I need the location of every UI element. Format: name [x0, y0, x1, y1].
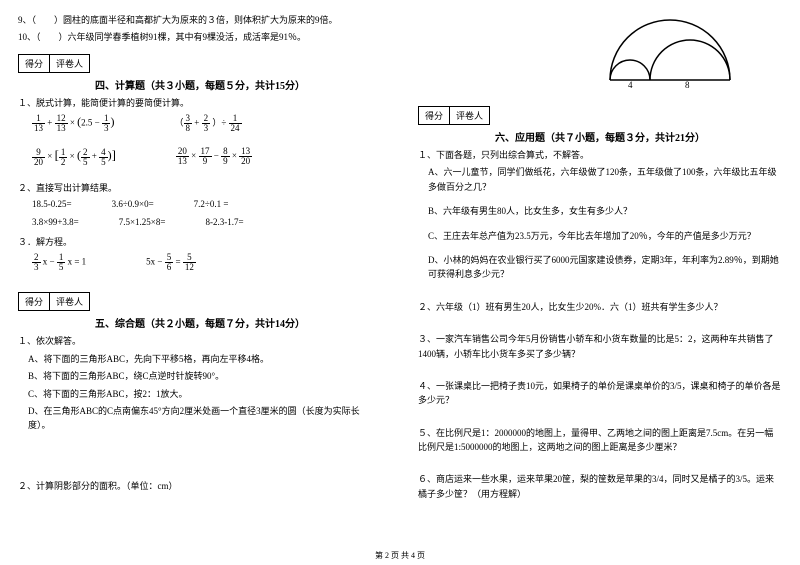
calc-item: 3.8×99+3.8=	[32, 217, 79, 227]
s5-q1: １、依次解答。	[18, 334, 382, 348]
equation: 23 x − 15 x = 1	[32, 253, 86, 272]
right-column: 4 8 得分 评卷人 六、应用题（共７小题，每题３分，共计21分） １、下面各题…	[400, 0, 800, 565]
reviewer-label: 评卷人	[450, 107, 489, 124]
s5-q1-a: A、将下面的三角形ABC，先向下平移5格，再向左平移4格。	[18, 352, 382, 366]
s6-q1-b: B、六年级有男生80人，比女生多，女生有多少人？	[418, 204, 782, 218]
equation: 5x − 56 = 512	[146, 253, 196, 272]
score-box: 得分 评卷人	[18, 292, 90, 311]
s6-q2: ２、六年级（1）班有男生20人，比女生少20%．六（1）班共有学生多少人？	[418, 300, 782, 314]
s5-q1-b: B、将下面的三角形ABC，绕C点逆时针旋转90°。	[18, 369, 382, 383]
score-box: 得分 评卷人	[418, 106, 490, 125]
section-5-title: 五、综合题（共２小题，每题７分，共计14分）	[18, 315, 382, 330]
calc-row-2: 3.8×99+3.8= 7.5×1.25×8= 8-2.3-1.7=	[32, 217, 382, 227]
s4-q1: １、脱式计算，能简便计算的要简便计算。	[18, 96, 382, 110]
section-6-title: 六、应用题（共７小题，每题３分，共计21分）	[418, 129, 782, 144]
reviewer-label: 评卷人	[50, 293, 89, 310]
arc-label-4: 4	[628, 80, 633, 90]
page-footer: 第 2 页 共 4 页	[0, 550, 800, 561]
s6-q1-a: A、六一儿童节，同学们做纸花，六年级做了120条，五年级做了100条，六年级比五…	[418, 165, 782, 194]
s6-q3: ３、一家汽车销售公司今年5月份销售小轿车和小货车数量的比是5：2，这两种车共销售…	[418, 332, 782, 361]
calc-item: 7.5×1.25×8=	[119, 217, 166, 227]
arc-diagram: 4 8	[600, 10, 740, 90]
score-box: 得分 评卷人	[18, 54, 90, 73]
s6-q1-c: C、王庄去年总产值为23.5万元，今年比去年增加了20％，今年的产值是多少万元？	[418, 229, 782, 243]
arc-label-8: 8	[685, 80, 690, 90]
reviewer-label: 评卷人	[50, 55, 89, 72]
s4-q2: ２、直接写出计算结果。	[18, 181, 382, 195]
s6-q1: １、下面各题，只列出综合算式，不解答。	[418, 148, 782, 162]
equation: 113 + 1213 × (2.5 − 13)	[32, 114, 114, 133]
s6-q1-d: D、小林的妈妈在农业银行买了6000元国家建设债券，定期3年，年利率为2.89％…	[418, 253, 782, 282]
score-label: 得分	[19, 55, 50, 72]
section-4-title: 四、计算题（共３小题，每题５分，共计15分）	[18, 77, 382, 92]
equation-row-3: 23 x − 15 x = 1 5x − 56 = 512	[32, 253, 382, 272]
equation-row-2: 920 × [12 × (25 + 45)] 2013 × 179 − 89 ×…	[32, 147, 382, 166]
calc-row-1: 18.5-0.25= 3.6÷0.9×0= 7.2÷0.1 =	[32, 199, 382, 209]
s6-q4: ４、一张课桌比一把椅子贵10元，如果椅子的单价是课桌单价的3/5，课桌和椅子的单…	[418, 379, 782, 408]
equation: （38 + 23 ）÷ 124	[174, 114, 241, 133]
s6-q5: ５、在比例尺是1：2000000的地图上，量得甲、乙两地之间的图上距离是7.5c…	[418, 426, 782, 455]
s5-q1-d: D、在三角形ABC的C点南偏东45°方向2厘米处画一个直径3厘米的圆（长度为实际…	[18, 404, 382, 433]
question-9: 9、（ ）圆柱的底面半径和高都扩大为原来的３倍，则体积扩大为原来的9倍。	[18, 13, 382, 27]
calc-item: 18.5-0.25=	[32, 199, 72, 209]
calc-item: 7.2÷0.1 =	[194, 199, 229, 209]
s5-q2: ２、计算阴影部分的面积。（单位：cm）	[18, 479, 382, 493]
calc-item: 8-2.3-1.7=	[205, 217, 243, 227]
equation-row-1: 113 + 1213 × (2.5 − 13) （38 + 23 ）÷ 124	[32, 114, 382, 133]
score-label: 得分	[419, 107, 450, 124]
s4-q3: ３．解方程。	[18, 235, 382, 249]
equation: 2013 × 179 − 89 × 1320	[176, 147, 252, 166]
left-column: 9、（ ）圆柱的底面半径和高都扩大为原来的３倍，则体积扩大为原来的9倍。 10、…	[0, 0, 400, 565]
s6-q6: ６、商店运来一些水果，运来苹果20筐，梨的筐数是苹果的3/4，同时又是橘子的3/…	[418, 472, 782, 501]
calc-item: 3.6÷0.9×0=	[112, 199, 154, 209]
equation: 920 × [12 × (25 + 45)]	[32, 147, 116, 166]
question-10: 10、（ ）六年级同学春季植树91棵，其中有9棵没活，成活率是91％。	[18, 30, 382, 44]
s5-q1-c: C、将下面的三角形ABC，按2：1放大。	[18, 387, 382, 401]
score-label: 得分	[19, 293, 50, 310]
